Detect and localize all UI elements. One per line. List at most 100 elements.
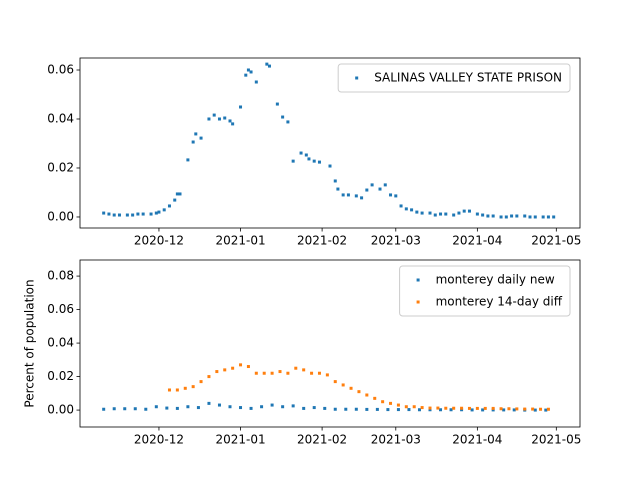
data-point [291,159,295,163]
data-point [378,187,382,191]
data-point [154,211,158,215]
data-point [499,407,503,411]
data-point [467,406,471,410]
data-point [175,192,179,196]
data-point [133,407,137,411]
y-tick-label: 0.00 [47,403,74,417]
data-point [112,407,116,411]
data-point [365,393,369,397]
axes-frame [79,259,581,428]
data-point [531,407,535,411]
data-point [167,388,171,392]
data-point [470,408,474,412]
data-point [307,157,311,161]
data-point [191,385,195,389]
data-point [370,183,374,187]
x-tick-label: 2021-03 [371,234,421,248]
y-tick-label: 0.06 [47,302,74,316]
y-tick-label: 0.04 [47,111,74,125]
data-point [541,215,545,219]
data-point [123,407,127,411]
data-point [228,119,232,123]
data-point [167,204,171,208]
x-tick-label: 2020-12 [134,433,184,447]
data-point [175,388,179,392]
data-point [231,366,235,370]
data-point [239,363,243,367]
data-point [502,408,506,412]
data-point [357,390,361,394]
x-tick-label: 2021-04 [452,234,502,248]
data-point [249,406,253,410]
data-point [239,406,243,410]
data-point [349,386,353,390]
data-point [420,211,424,215]
data-point [452,213,456,217]
data-point [199,380,203,384]
data-point [381,400,385,404]
data-point [149,212,153,216]
data-point [157,210,161,214]
legend: SALINAS VALLEY STATE PRISON [337,63,571,93]
x-tick-label: 2021-01 [215,234,265,248]
data-point [462,209,466,213]
data-point [515,214,519,218]
data-point [449,408,453,412]
data-point [491,406,495,410]
data-point [486,214,490,218]
data-point [125,213,129,217]
data-point [302,406,306,410]
data-point [460,408,464,412]
data-point [112,213,116,217]
data-point [404,207,408,211]
data-point [165,406,169,410]
data-point [294,366,298,370]
data-point [375,407,379,411]
data-point [415,210,419,214]
y-tick-label: 0.06 [47,63,74,77]
data-point [394,194,398,198]
data-point [239,105,243,109]
data-point [404,405,408,409]
data-point [260,405,264,409]
data-point [504,215,508,219]
data-point [141,212,145,216]
data-point [207,401,211,405]
y-axis-label: Percent of population [23,279,37,407]
data-point [117,213,121,217]
data-point [194,132,198,136]
x-tick-label: 2021-01 [215,433,265,447]
data-point [460,406,464,410]
data-point [178,192,182,196]
data-point [491,408,495,412]
data-point [223,116,227,120]
data-point [183,386,187,390]
data-point [420,406,424,410]
data-point [341,193,345,197]
data-point [439,212,443,216]
data-point [291,404,295,408]
data-point [410,208,414,212]
data-point [354,407,358,411]
data-point [452,406,456,410]
data-point [275,102,279,106]
data-point [207,117,211,121]
data-point [186,158,190,162]
legend-label: monterey daily new [436,273,555,287]
legend-label: SALINAS VALLEY STATE PRISON [374,71,562,85]
data-point [246,365,250,369]
data-point [281,405,285,409]
data-point [396,408,400,412]
data-point [107,212,111,216]
data-point [507,407,511,411]
data-point [317,160,321,164]
x-tick-label: 2021-02 [297,433,347,447]
legend-marker [416,300,420,304]
y-tick-label: 0.08 [47,269,74,283]
data-point [207,375,211,379]
x-tick-label: 2021-05 [531,234,581,248]
y-tick-label: 0.02 [47,160,74,174]
data-point [412,405,416,409]
data-point [365,407,369,411]
data-point [136,212,140,216]
